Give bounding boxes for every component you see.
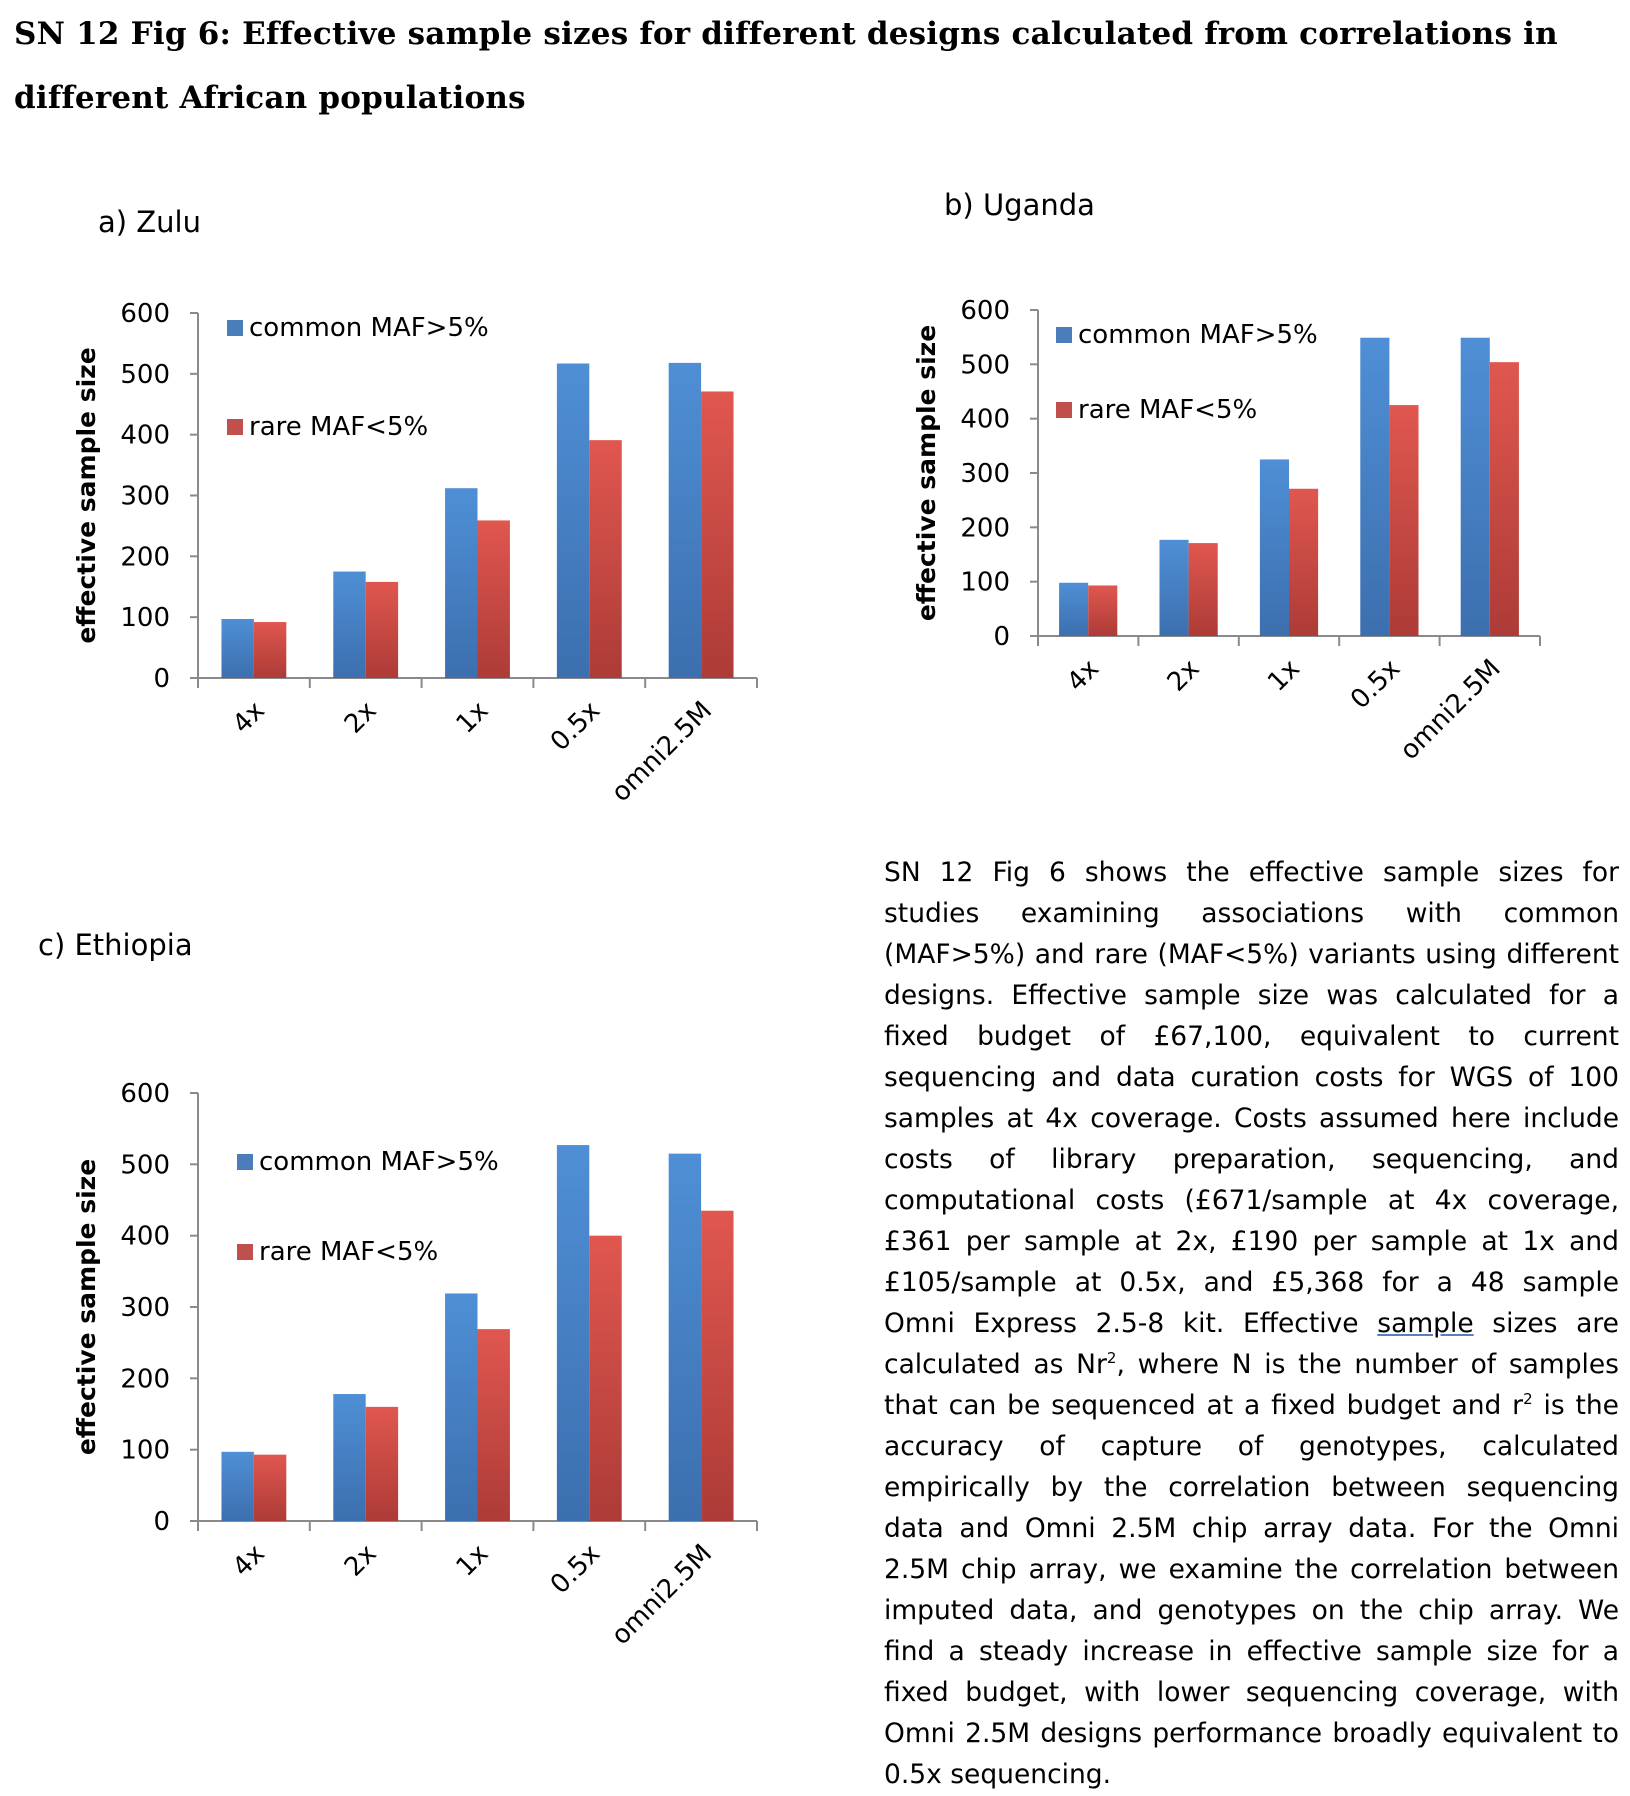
bar-rare-2x <box>365 1406 399 1521</box>
x-tick-label: 1x <box>451 1539 495 1583</box>
bar-common-omni2-5M <box>668 362 702 678</box>
y-tick-label: 400 <box>960 405 1010 435</box>
x-tick-label: 4x <box>227 1539 271 1583</box>
y-axis-label: effective sample size <box>912 325 941 621</box>
bar-rare-omni2-5M <box>1489 362 1519 636</box>
y-tick-label: 300 <box>120 482 170 512</box>
y-tick-label: 400 <box>120 421 170 451</box>
bar-rare-2x <box>1188 543 1218 636</box>
bar-common-4x <box>221 1451 254 1521</box>
legend-swatch-rare <box>227 419 243 435</box>
y-tick-label: 200 <box>960 513 1010 543</box>
x-tick-label: 1x <box>1262 654 1306 698</box>
legend-label-common: common MAF>5% <box>1078 320 1318 350</box>
bar-common-omni2-5M <box>668 1153 702 1521</box>
description-superscript-2: 2 <box>1523 1390 1533 1408</box>
y-tick-label: 200 <box>120 542 170 572</box>
y-axis-label: effective sample size <box>72 347 101 643</box>
chart-ethiopia: c) Ethiopia effective sample size 0 100 200 3… <box>38 928 758 1651</box>
bar-rare-0-5x <box>589 440 622 678</box>
y-tick-label: 0 <box>993 622 1010 652</box>
chart-title: c) Ethiopia <box>38 928 193 962</box>
figure-title: SN 12 Fig 6: Effective sample sizes for … <box>14 16 1558 116</box>
y-tick-label: 100 <box>960 568 1010 598</box>
bar-common-1x <box>445 1293 478 1521</box>
description-text-3: , where N is the number of samples that … <box>884 1349 1619 1421</box>
chart-uganda: b) Uganda effective sample size 0 100 200 300… <box>912 188 1541 766</box>
bar-rare-2x <box>365 581 399 678</box>
y-tick-label: 600 <box>960 296 1010 326</box>
x-tick-label: omni2.5M <box>1395 654 1507 766</box>
chart-zulu: a) Zulu effective sample size 0 100 200 300 40… <box>72 205 758 808</box>
bar-common-2x <box>1159 539 1189 636</box>
y-tick-label: 500 <box>960 350 1010 380</box>
bar-common-1x <box>445 488 478 678</box>
x-tick-label: 4x <box>227 696 271 740</box>
y-tick-label: 500 <box>120 1150 170 1180</box>
bar-rare-4x <box>253 1454 287 1521</box>
bar-rare-0-5x <box>589 1235 622 1521</box>
y-tick-label: 100 <box>120 603 170 633</box>
legend-label-rare: rare MAF<5% <box>1078 395 1257 425</box>
y-tick-label: 400 <box>120 1222 170 1252</box>
description-paragraph: SN 12 Fig 6 shows the effective sample s… <box>884 852 1619 1795</box>
chart-title: a) Zulu <box>98 205 201 239</box>
x-tick-label: 0.5x <box>545 696 606 757</box>
bar-rare-1x <box>477 520 510 678</box>
legend-swatch-common <box>237 1154 253 1170</box>
y-tick-label: 200 <box>120 1364 170 1394</box>
bar-rare-omni2-5M <box>701 1210 734 1521</box>
chart-title: b) Uganda <box>944 188 1095 222</box>
y-tick-label: 300 <box>120 1293 170 1323</box>
x-tick-label: 0.5x <box>1345 654 1406 715</box>
y-tick-label: 0 <box>153 664 170 694</box>
y-tick-label: 100 <box>120 1436 170 1466</box>
x-tick-label: omni2.5M <box>606 1539 718 1651</box>
legend-swatch-common <box>227 320 243 336</box>
y-tick-label: 500 <box>120 360 170 390</box>
legend-swatch-common <box>1056 327 1072 343</box>
bar-common-1x <box>1259 459 1289 636</box>
x-tick-label: omni2.5M <box>606 696 718 808</box>
bar-common-4x <box>221 618 254 678</box>
y-tick-label: 0 <box>153 1507 170 1537</box>
y-axis-label: effective sample size <box>72 1159 101 1455</box>
bar-common-omni2-5M <box>1460 337 1490 636</box>
bar-common-2x <box>333 571 366 678</box>
legend-label-rare: rare MAF<5% <box>249 412 428 442</box>
x-tick-label: 2x <box>339 1539 383 1583</box>
y-tick-label: 600 <box>120 299 170 329</box>
legend-label-common: common MAF>5% <box>249 313 489 343</box>
bar-rare-1x <box>1289 488 1319 636</box>
bar-common-0-5x <box>556 1145 590 1521</box>
bar-rare-4x <box>253 622 287 678</box>
legend-label-common: common MAF>5% <box>259 1147 499 1177</box>
bar-common-0-5x <box>556 363 590 678</box>
bar-rare-1x <box>477 1329 510 1521</box>
x-tick-label: 2x <box>339 696 383 740</box>
description-superscript-1: 2 <box>1106 1349 1117 1367</box>
bar-rare-4x <box>1088 585 1118 636</box>
x-tick-label: 1x <box>451 696 495 740</box>
description-text-1: SN 12 Fig 6 shows the effective sample s… <box>884 857 1619 1339</box>
legend-swatch-rare <box>237 1244 253 1260</box>
y-tick-label: 600 <box>120 1079 170 1109</box>
description-text-2: sizes are calculated as Nr <box>884 1308 1619 1380</box>
bar-common-2x <box>333 1394 366 1521</box>
legend-swatch-rare <box>1056 402 1072 418</box>
y-tick-label: 300 <box>960 459 1010 489</box>
bar-common-0-5x <box>1360 337 1390 636</box>
bar-common-4x <box>1059 582 1089 636</box>
x-tick-label: 2x <box>1162 654 1206 698</box>
bar-rare-0-5x <box>1389 405 1419 636</box>
x-tick-label: 4x <box>1061 654 1105 698</box>
description-text-4: is the accuracy of capture of genotypes,… <box>884 1390 1619 1790</box>
x-tick-label: 0.5x <box>545 1539 606 1600</box>
description-underlined-word: sample <box>1377 1308 1474 1339</box>
bar-rare-omni2-5M <box>701 391 734 678</box>
legend-label-rare: rare MAF<5% <box>259 1237 438 1267</box>
